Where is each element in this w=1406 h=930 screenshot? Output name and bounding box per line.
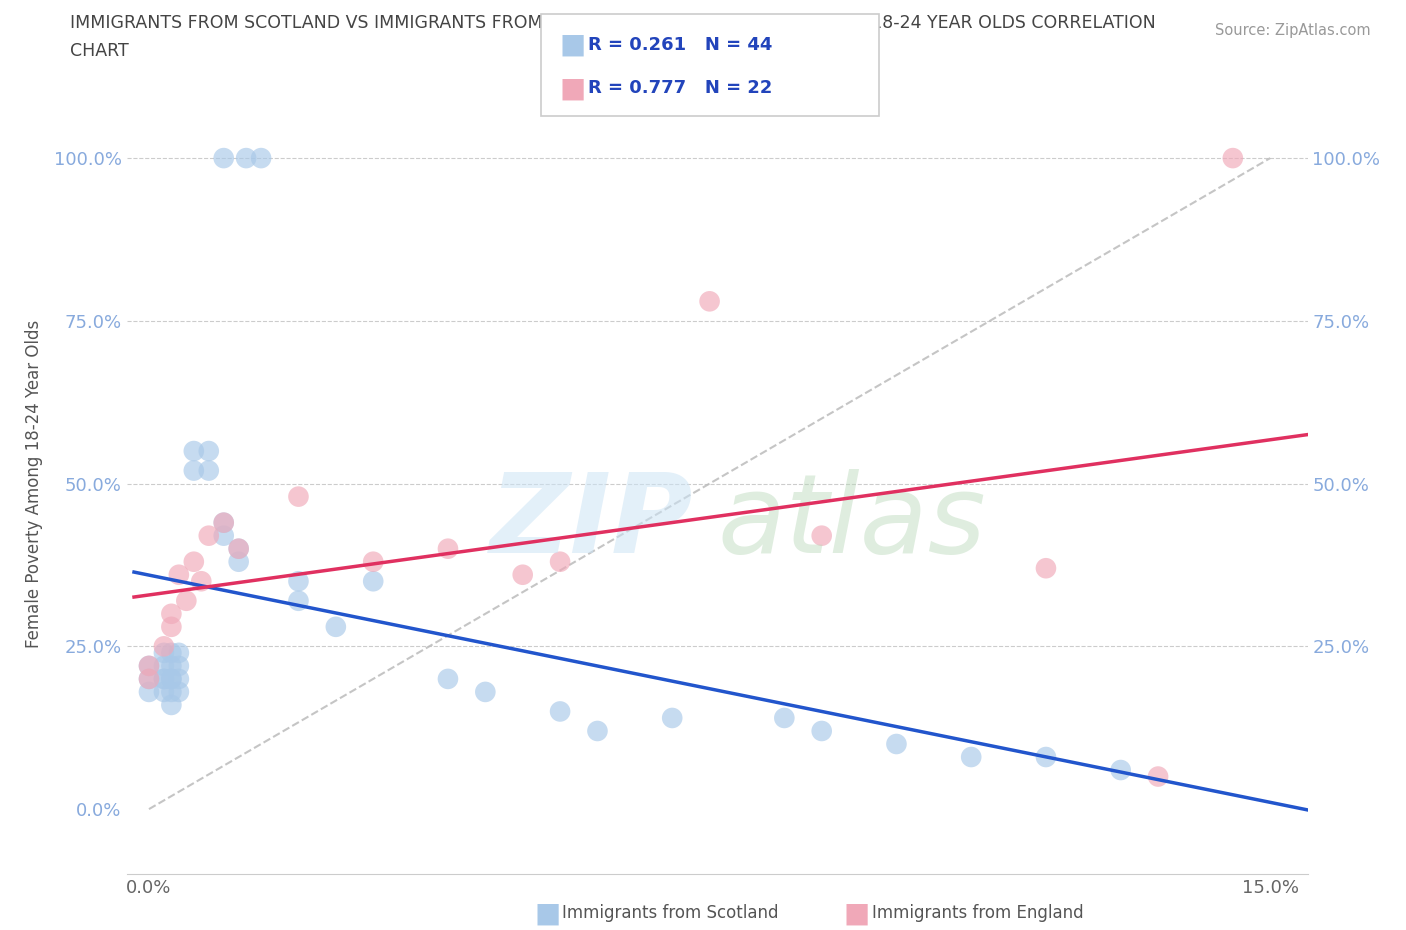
Point [153, 639, 176, 654]
Point [661, 711, 683, 725]
Point [160, 671, 183, 686]
Point [437, 541, 460, 556]
Text: IMMIGRANTS FROM SCOTLAND VS IMMIGRANTS FROM ENGLAND FEMALE POVERTY AMONG 18-24 Y: IMMIGRANTS FROM SCOTLAND VS IMMIGRANTS F… [70, 14, 1156, 32]
Point [190, 574, 212, 589]
Point [197, 463, 219, 478]
Point [160, 619, 183, 634]
Point [250, 151, 273, 166]
Point [886, 737, 908, 751]
Point [153, 684, 176, 699]
Point [287, 574, 309, 589]
Point [153, 645, 176, 660]
Point [212, 515, 235, 530]
Point [138, 658, 160, 673]
Point [228, 541, 250, 556]
Point [1109, 763, 1132, 777]
Point [325, 619, 347, 634]
Point [212, 528, 235, 543]
Text: ■: ■ [560, 31, 586, 59]
Point [160, 658, 183, 673]
Text: ZIP: ZIP [489, 469, 693, 577]
Point [228, 554, 250, 569]
Point [160, 606, 183, 621]
Point [160, 684, 183, 699]
Point [773, 711, 796, 725]
Point [512, 567, 534, 582]
Point [548, 704, 571, 719]
Text: ■: ■ [534, 899, 561, 927]
Point [183, 444, 205, 458]
Text: ■: ■ [560, 74, 586, 102]
Point [1222, 151, 1244, 166]
Point [235, 151, 257, 166]
Point [160, 698, 183, 712]
Point [138, 671, 160, 686]
Point [586, 724, 609, 738]
Point [810, 528, 832, 543]
Point [437, 671, 460, 686]
Point [183, 463, 205, 478]
Point [361, 554, 384, 569]
Point [212, 151, 235, 166]
Point [810, 724, 832, 738]
Point [167, 658, 190, 673]
Point [153, 658, 176, 673]
Point [361, 574, 384, 589]
Text: Source: ZipAtlas.com: Source: ZipAtlas.com [1215, 23, 1371, 38]
Point [167, 645, 190, 660]
Point [474, 684, 496, 699]
Point [138, 684, 160, 699]
Text: R = 0.777   N = 22: R = 0.777 N = 22 [588, 79, 772, 98]
Point [1035, 750, 1057, 764]
Point [153, 671, 176, 686]
Point [197, 444, 219, 458]
Point [548, 554, 571, 569]
Point [138, 671, 160, 686]
Point [176, 593, 198, 608]
Point [1147, 769, 1170, 784]
Point [699, 294, 721, 309]
Point [160, 671, 183, 686]
Text: CHART: CHART [70, 42, 129, 60]
Point [138, 658, 160, 673]
Point [287, 489, 309, 504]
Point [287, 593, 309, 608]
Point [228, 541, 250, 556]
Point [153, 671, 176, 686]
Point [167, 671, 190, 686]
Point [960, 750, 983, 764]
Text: Immigrants from England: Immigrants from England [872, 904, 1084, 923]
Point [1035, 561, 1057, 576]
Point [197, 528, 219, 543]
Point [212, 515, 235, 530]
Point [183, 554, 205, 569]
Text: R = 0.261   N = 44: R = 0.261 N = 44 [588, 35, 772, 54]
Point [160, 645, 183, 660]
Text: atlas: atlas [717, 469, 986, 577]
Point [167, 567, 190, 582]
Text: Immigrants from Scotland: Immigrants from Scotland [562, 904, 779, 923]
Y-axis label: Female Poverty Among 18-24 Year Olds: Female Poverty Among 18-24 Year Olds [24, 320, 42, 647]
Text: ■: ■ [844, 899, 870, 927]
Point [167, 684, 190, 699]
